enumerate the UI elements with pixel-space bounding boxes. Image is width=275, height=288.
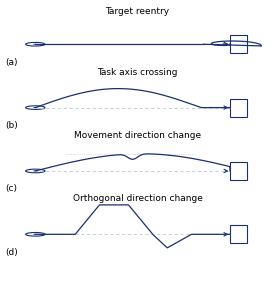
Text: Task axis crossing: Task axis crossing bbox=[97, 68, 178, 77]
Text: Orthogonal direction change: Orthogonal direction change bbox=[73, 194, 202, 203]
Bar bbox=[230, 35, 247, 53]
Bar bbox=[230, 225, 247, 243]
Text: (d): (d) bbox=[5, 248, 18, 257]
Bar bbox=[230, 98, 247, 117]
Circle shape bbox=[33, 107, 38, 108]
Text: (c): (c) bbox=[5, 184, 17, 193]
Text: (a): (a) bbox=[5, 58, 18, 67]
Circle shape bbox=[33, 170, 38, 171]
Bar bbox=[230, 162, 247, 180]
Circle shape bbox=[33, 234, 38, 235]
Text: Target reentry: Target reentry bbox=[105, 7, 170, 16]
Circle shape bbox=[33, 44, 38, 45]
Text: Movement direction change: Movement direction change bbox=[74, 131, 201, 140]
Text: (b): (b) bbox=[5, 121, 18, 130]
